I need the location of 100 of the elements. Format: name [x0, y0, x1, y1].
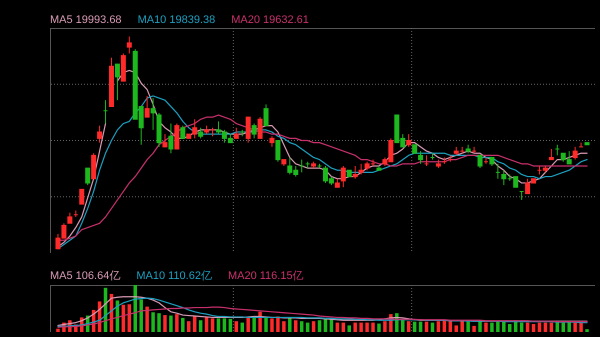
bar	[163, 315, 167, 332]
bar	[359, 322, 363, 332]
bar	[371, 322, 375, 332]
candlestick	[246, 116, 251, 144]
bar	[318, 320, 322, 332]
bar	[151, 312, 155, 332]
bar	[181, 318, 185, 332]
candlestick	[144, 95, 150, 118]
bar	[562, 322, 565, 332]
candlestick	[275, 140, 280, 162]
candlestick	[67, 212, 72, 224]
bar	[490, 322, 494, 332]
bar	[175, 314, 179, 332]
candlestick	[406, 134, 412, 148]
bar	[436, 321, 440, 332]
bar	[139, 300, 143, 332]
bar	[204, 316, 208, 332]
bar	[508, 324, 512, 332]
bar	[145, 306, 149, 332]
candlestick	[352, 165, 358, 180]
bar	[122, 304, 126, 332]
text: MA20 19632.61	[231, 14, 309, 27]
bar	[430, 322, 434, 332]
bar	[252, 316, 256, 332]
bar	[466, 322, 470, 332]
candlestick	[198, 127, 204, 139]
bar	[342, 322, 346, 332]
bar	[312, 321, 316, 332]
bar	[128, 304, 132, 332]
candlestick	[85, 168, 90, 186]
bar	[192, 316, 196, 332]
candlestick	[162, 134, 168, 148]
candlestick	[340, 165, 346, 188]
bar	[585, 329, 589, 332]
bar	[282, 321, 286, 332]
candlestick	[264, 104, 269, 126]
bar	[246, 318, 250, 332]
bar	[550, 322, 554, 332]
bar	[496, 322, 500, 332]
bar	[56, 328, 60, 332]
bar	[573, 322, 577, 332]
bar	[288, 318, 292, 332]
bar	[544, 322, 548, 332]
candlestick	[180, 125, 186, 139]
bar	[377, 324, 381, 332]
bar	[532, 324, 536, 332]
bar	[556, 322, 560, 332]
bar	[406, 321, 410, 332]
candlestick	[572, 146, 578, 160]
candlestick	[478, 154, 483, 169]
bar	[454, 325, 458, 332]
bar	[538, 322, 542, 332]
bar	[412, 322, 416, 332]
candlestick	[97, 125, 102, 144]
bar	[336, 322, 340, 332]
bar	[264, 316, 268, 332]
bar	[270, 318, 274, 332]
candlestick	[258, 116, 263, 139]
candlestick	[150, 98, 156, 130]
bar	[240, 322, 244, 332]
bar	[520, 322, 524, 332]
bar	[228, 318, 232, 332]
bar	[222, 318, 226, 332]
bar	[210, 318, 214, 332]
bar	[502, 322, 506, 332]
text: MA10 19839.38	[138, 14, 216, 27]
bar	[116, 300, 120, 332]
bar	[300, 321, 304, 332]
bar	[187, 321, 190, 332]
bar	[294, 320, 298, 332]
bar	[348, 325, 351, 332]
bar	[448, 321, 452, 332]
bar	[383, 321, 387, 332]
bar	[442, 320, 446, 332]
bar	[353, 322, 357, 332]
bar	[478, 321, 482, 332]
candlestick	[91, 152, 96, 180]
series-label: MA5 106.64亿	[50, 270, 120, 283]
bar	[169, 316, 173, 332]
bar	[306, 322, 310, 332]
candlestick	[174, 123, 180, 150]
bar	[579, 322, 583, 332]
candlestick	[418, 150, 424, 164]
candlestick	[548, 148, 554, 160]
bar	[157, 313, 161, 332]
bar	[472, 326, 476, 332]
candlestick	[126, 36, 132, 54]
candlestick	[114, 64, 120, 101]
candlestick	[79, 188, 84, 205]
text: MA20 116.15亿	[228, 270, 304, 283]
candlestick	[358, 163, 364, 175]
bar	[216, 318, 220, 332]
bar	[276, 316, 280, 332]
candlestick	[252, 123, 257, 139]
candlestick	[168, 123, 174, 154]
bar	[460, 321, 464, 332]
candlestick	[269, 136, 274, 148]
bar	[567, 322, 571, 332]
text: MA5 19993.68	[50, 14, 122, 27]
candlestick	[234, 127, 239, 139]
